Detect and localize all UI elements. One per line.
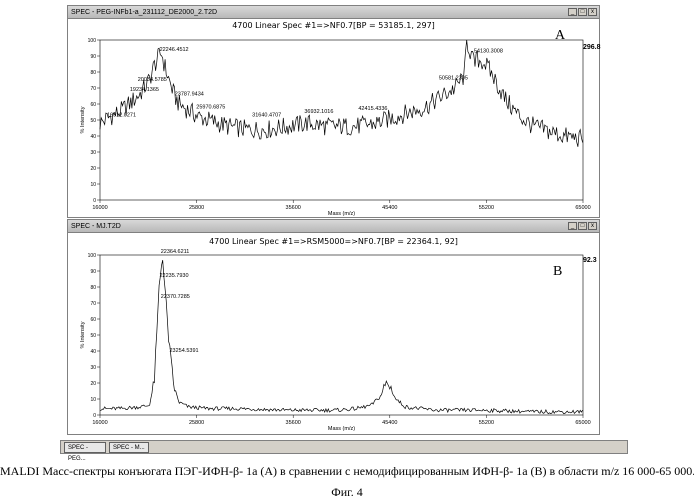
x-tick-label: 35600: [286, 205, 301, 211]
y-tick-label: 90: [90, 54, 96, 60]
peak-label: 22370.7285: [161, 294, 190, 300]
peak-label: 25970.6875: [196, 104, 225, 110]
peak-label: 19234.1365: [130, 87, 159, 93]
y-tick-label: 40: [90, 134, 96, 140]
peak-label: 22364.6211: [161, 249, 190, 255]
peak-label: 36932.1016: [304, 109, 333, 115]
peak-label: 31640.4707: [252, 112, 281, 118]
x-tick-label: 35600: [286, 420, 301, 426]
y-tick-label: 30: [90, 150, 96, 156]
y-tick-label: 20: [90, 381, 96, 387]
x-tick-label: 55200: [479, 205, 494, 211]
peak-label: 16912.0271: [107, 112, 136, 118]
x-tick-label: 65000: [575, 420, 590, 426]
y-tick-label: 20: [90, 166, 96, 172]
plot-frame: [100, 40, 583, 200]
y-axis-label: % Intensity: [80, 106, 86, 133]
y-tick-label: 50: [90, 333, 96, 339]
x-tick-label: 65000: [575, 205, 590, 211]
y-tick-label: 40: [90, 349, 96, 355]
y-tick-label: 30: [90, 365, 96, 371]
mdi-taskbar: SPEC - PEG... SPEC - M...: [60, 440, 628, 454]
y-tick-label: 70: [90, 301, 96, 307]
y-tick-label: 0: [93, 198, 96, 204]
y-tick-label: 80: [90, 285, 96, 291]
spectrum-trace: [100, 260, 583, 414]
x-tick-label: 45400: [382, 420, 397, 426]
task-tab-spec-m[interactable]: SPEC - M...: [109, 442, 149, 453]
y-tick-label: 50: [90, 118, 96, 124]
peak-label: 23787.9434: [175, 92, 204, 98]
peak-label: 42415.4336: [358, 106, 387, 112]
task-tab-spec-peg[interactable]: SPEC - PEG...: [64, 442, 106, 453]
x-tick-label: 25800: [189, 420, 204, 426]
y-tick-label: 60: [90, 102, 96, 108]
peak-label: 54130.3008: [474, 48, 503, 54]
x-tick-label: 55200: [479, 420, 494, 426]
x-axis-label: Mass (m/z): [328, 426, 355, 432]
peak-label: 20034.5785: [138, 77, 167, 83]
x-tick-label: 25800: [189, 205, 204, 211]
peak-label: 22235.7930: [159, 273, 188, 279]
peak-label: 23254.5391: [170, 348, 199, 354]
y-tick-label: 90: [90, 269, 96, 275]
x-tick-label: 16000: [92, 420, 107, 426]
y-tick-label: 60: [90, 317, 96, 323]
peak-label: 22246.4512: [160, 47, 189, 53]
y-tick-label: 10: [90, 397, 96, 403]
peak-label: 50581.2305: [439, 76, 468, 82]
figure-caption: MALDI Масс-спектры конъюгата ПЭГ-ИФН-β- …: [0, 464, 694, 479]
y-tick-label: 80: [90, 70, 96, 76]
y-tick-label: 100: [88, 253, 97, 259]
y-tick-label: 100: [88, 38, 97, 44]
x-tick-label: 45400: [382, 205, 397, 211]
figure-label: Фиг. 4: [0, 485, 694, 500]
y-tick-label: 0: [93, 413, 96, 419]
y-tick-label: 10: [90, 182, 96, 188]
spectrum-trace: [100, 40, 583, 147]
plot-frame: [100, 255, 583, 415]
y-axis-label: % Intensity: [80, 321, 86, 348]
x-tick-label: 16000: [92, 205, 107, 211]
x-axis-label: Mass (m/z): [328, 211, 355, 217]
y-tick-label: 70: [90, 86, 96, 92]
